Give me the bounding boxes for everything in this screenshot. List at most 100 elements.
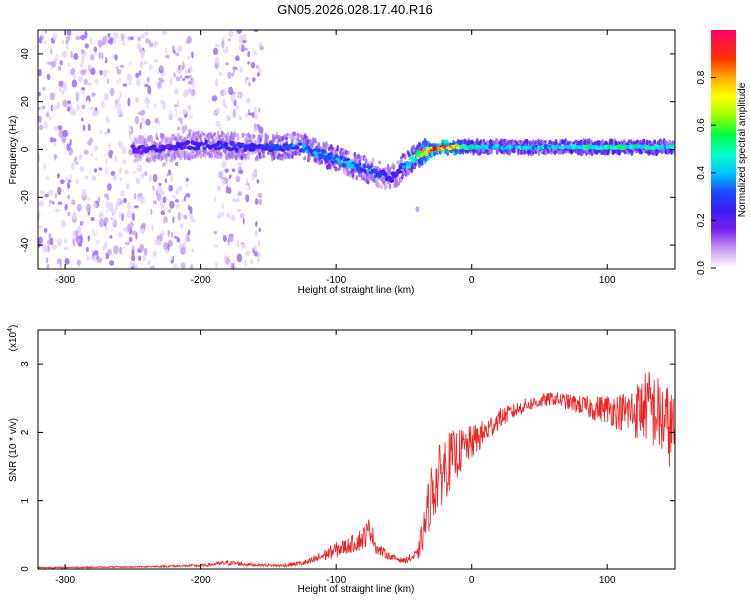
spectrogram-ridge-cell (554, 150, 558, 154)
spectrogram-noise-cell (153, 234, 157, 239)
spectrogram-noise-cell (179, 223, 184, 229)
spectrogram-noise-cell (255, 98, 258, 103)
spectrogram-noise-cell (175, 52, 180, 57)
spectrogram-ridge-cell (139, 156, 142, 162)
spectrogram-noise-cell (72, 75, 77, 79)
spectrogram-ridge-cell (351, 172, 355, 178)
spectrogram-noise-cell (57, 65, 62, 71)
spectrogram-noise-cell (90, 152, 93, 158)
spectrogram-ridge-core (344, 158, 351, 161)
spectrogram-ridge-cell (338, 166, 342, 170)
spectrogram-ridge-cell (240, 155, 244, 161)
spectrogram-noise-cell (257, 192, 263, 199)
spectrogram-noise-cell (174, 244, 181, 254)
spectrogram-ridge-core (407, 161, 412, 167)
spectrogram-noise-cell (79, 250, 84, 256)
spectrogram-noise-cell (163, 181, 168, 187)
spectrogram-noise-cell (63, 246, 69, 251)
colorbar-tick-label: 0.8 (696, 70, 707, 84)
spectrogram-noise-cell (251, 173, 255, 181)
spectrogram-noise-cell (183, 214, 188, 220)
spectrogram-noise-cell (185, 177, 189, 182)
spectrogram-noise-cell (175, 161, 179, 167)
spectrogram-ridge-cell (670, 148, 674, 156)
spectrogram-ridge-cell (355, 175, 359, 179)
spectrogram-noise-cell (60, 220, 66, 228)
spectrogram-noise-cell (87, 123, 91, 132)
spectrogram-noise-cell (257, 251, 261, 258)
snr-x-label: Height of straight line (km) (298, 584, 415, 595)
spectrogram-noise-cell (235, 47, 238, 52)
spectrogram-ridge-core (298, 142, 302, 146)
spectrogram-noise-cell (158, 182, 162, 187)
spectrogram-ridge-core (181, 145, 187, 150)
spectrogram-noise-cell (84, 175, 89, 180)
spectrogram-noise-cell (107, 183, 112, 191)
spectrogram-x-tick-label: 0 (469, 275, 475, 286)
spectrogram-noise-cell (66, 35, 71, 42)
spectrogram-noise-cell (38, 36, 43, 44)
spectrogram-noise-cell (101, 52, 104, 61)
spectrogram-noise-cell (238, 45, 242, 51)
spectrogram-ridge-core (174, 145, 179, 149)
spectrogram-noise-cell (53, 140, 57, 147)
spectrogram-noise-cell (214, 44, 220, 48)
spectrogram-noise-cell (235, 55, 240, 62)
spectrogram-noise-cell (125, 39, 130, 48)
spectrogram-noise-cell (127, 201, 131, 211)
spectrogram-noise-cell (139, 195, 145, 205)
spectrogram-noise-cell (52, 31, 57, 41)
snr-y-axis: 0 1 2 3 (20, 361, 675, 572)
spectrogram-noise-cell (217, 264, 221, 269)
spectrogram-ridge-cell (364, 158, 368, 165)
spectrogram-ridge-core (315, 148, 321, 153)
spectrogram-noise-cell (191, 51, 194, 59)
spectrogram-noise-cell (237, 191, 242, 197)
spectrogram-noise-cell (67, 224, 72, 230)
spectrogram-noise-cell (246, 97, 251, 104)
spectrogram-ridge-cell (135, 138, 139, 145)
spectrogram-ridge-cell (382, 180, 386, 186)
spectrogram-ridge-cell (136, 155, 140, 163)
spectrogram-noise-cell (214, 56, 220, 64)
spectrogram-noise-cell (235, 175, 241, 183)
spectrogram-noise-cell (72, 211, 77, 220)
spectrogram-noise-cell (48, 177, 54, 187)
spectrogram-noise-cell (185, 185, 188, 193)
spectrogram-ridge-cell (417, 146, 420, 152)
spectrogram-noise-cell (84, 30, 88, 39)
spectrogram-noise-cell (170, 232, 174, 238)
spectrogram-noise-cell (41, 105, 46, 110)
spectrogram-noise-cell (109, 112, 112, 121)
spectrogram-noise-cell (236, 208, 242, 213)
spectrogram-noise-cell (38, 225, 42, 229)
spectrogram-noise-cell (213, 47, 218, 56)
spectrogram-noise-cell (134, 50, 137, 55)
spectrogram-noise-cell (163, 216, 168, 225)
spectrogram-noise-cell (70, 178, 74, 182)
spectrogram-noise-cell (69, 110, 76, 116)
spectrogram-noise-cell (222, 98, 226, 108)
figure-title: GN05.2026.028.17.40.R16 (277, 2, 432, 17)
spectrogram-noise-cell (130, 36, 134, 41)
spectrogram-noise-cell (62, 129, 68, 138)
spectrogram-noise-cell (104, 232, 109, 242)
spectrogram-noise-cell (159, 64, 163, 71)
spectrogram-ridge-cell (475, 138, 479, 145)
spectrogram-noise-cell (77, 225, 82, 234)
spectrogram-noise-cell (66, 30, 72, 36)
spectrogram-noise-cell (151, 67, 154, 76)
spectrogram-ridge-cell (160, 139, 164, 143)
spectrogram-noise-cell (158, 120, 161, 126)
spectrogram-noise-cell (246, 79, 252, 84)
spectrogram-noise-cell (147, 260, 152, 266)
spectrogram-noise-cell (126, 210, 132, 219)
spectrogram-noise-cell (188, 244, 193, 253)
spectrogram-ridge-cell (200, 130, 204, 137)
spectrogram-noise-cell (107, 249, 112, 256)
spectrogram-x-tick-label: -300 (55, 275, 75, 286)
spectrogram-ridge-cell (328, 163, 332, 170)
spectrogram-ridge-cell (342, 148, 345, 153)
spectrogram-noise-cell (106, 175, 110, 180)
spectrogram-ridge-cell (610, 138, 614, 145)
